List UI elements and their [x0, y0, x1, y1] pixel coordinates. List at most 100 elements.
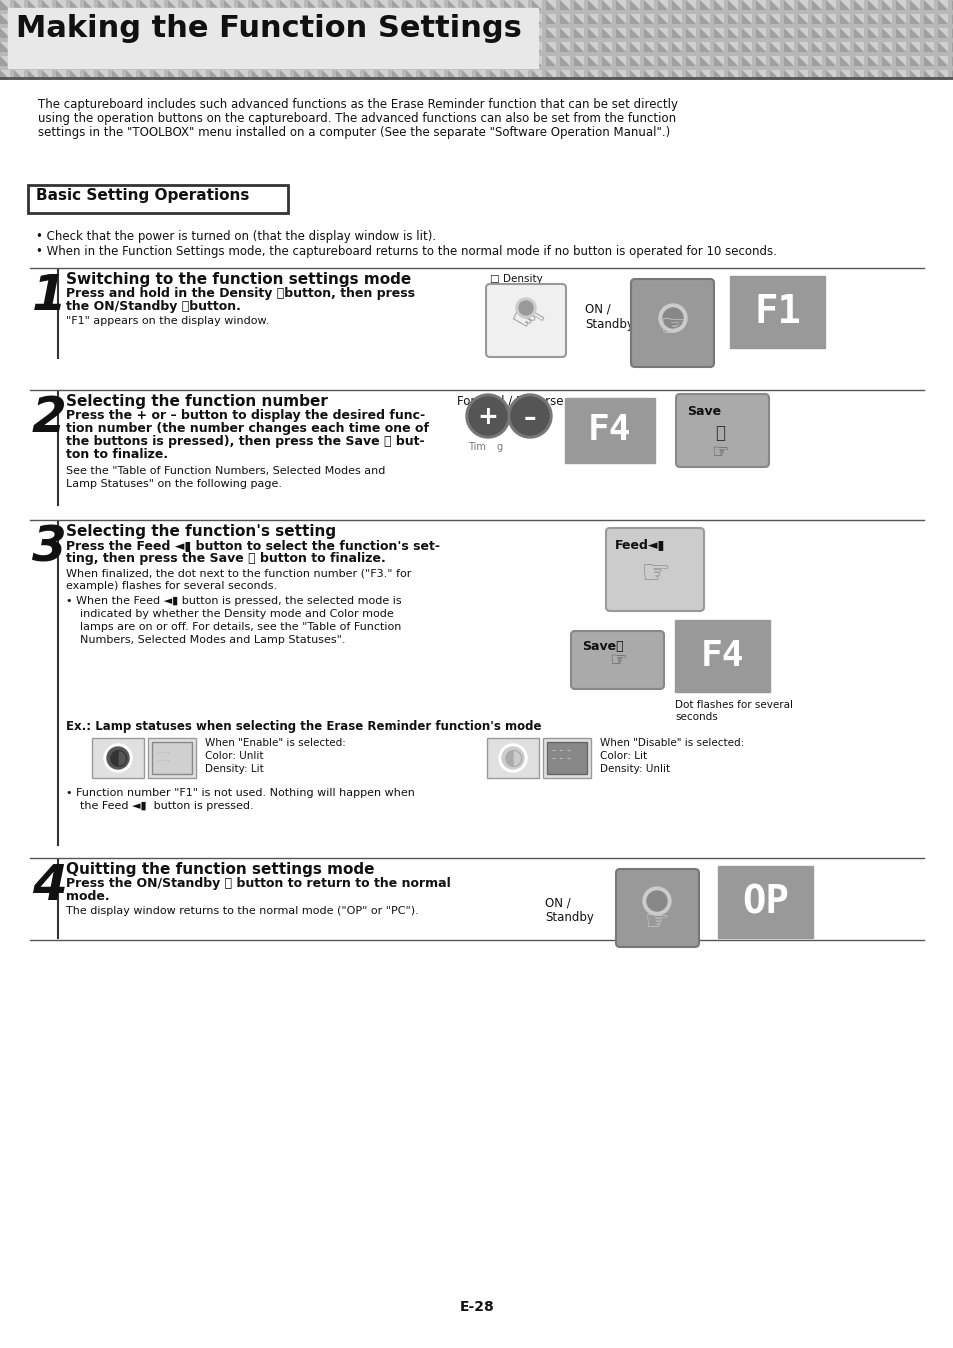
Polygon shape [406, 57, 416, 66]
Polygon shape [727, 70, 738, 80]
Polygon shape [252, 57, 262, 66]
Polygon shape [28, 57, 38, 66]
Bar [91, 737, 144, 778]
Polygon shape [700, 28, 709, 38]
Polygon shape [629, 42, 639, 53]
Polygon shape [517, 57, 527, 66]
Polygon shape [503, 28, 514, 38]
Polygon shape [840, 57, 849, 66]
Polygon shape [517, 28, 527, 38]
Polygon shape [42, 70, 52, 80]
Polygon shape [364, 57, 374, 66]
Polygon shape [14, 42, 24, 53]
Polygon shape [923, 13, 933, 24]
Text: ....: .... [157, 745, 172, 755]
Polygon shape [713, 13, 723, 24]
Polygon shape [840, 42, 849, 53]
Polygon shape [350, 13, 359, 24]
Polygon shape [658, 0, 667, 9]
Polygon shape [825, 42, 835, 53]
Polygon shape [56, 0, 66, 9]
Polygon shape [503, 57, 514, 66]
Polygon shape [700, 57, 709, 66]
Text: - - -: - - - [552, 745, 571, 755]
Circle shape [465, 394, 510, 438]
Polygon shape [140, 70, 150, 80]
Polygon shape [490, 57, 499, 66]
Polygon shape [755, 70, 765, 80]
Polygon shape [755, 0, 765, 9]
Polygon shape [195, 13, 206, 24]
Polygon shape [168, 28, 178, 38]
Polygon shape [629, 57, 639, 66]
Polygon shape [503, 28, 514, 38]
Polygon shape [559, 28, 569, 38]
Polygon shape [629, 70, 639, 80]
Polygon shape [434, 28, 443, 38]
Polygon shape [490, 28, 499, 38]
Polygon shape [853, 13, 863, 24]
Polygon shape [266, 28, 275, 38]
Polygon shape [392, 13, 401, 24]
Bar [8, 8, 537, 67]
Polygon shape [0, 42, 10, 53]
Polygon shape [490, 70, 499, 80]
Polygon shape [867, 28, 877, 38]
Polygon shape [461, 28, 472, 38]
Polygon shape [350, 28, 359, 38]
Polygon shape [783, 57, 793, 66]
Polygon shape [574, 57, 583, 66]
Polygon shape [825, 28, 835, 38]
Polygon shape [153, 57, 164, 66]
Polygon shape [56, 42, 66, 53]
Polygon shape [168, 70, 178, 80]
Polygon shape [587, 0, 598, 9]
Polygon shape [867, 57, 877, 66]
Polygon shape [532, 70, 541, 80]
Polygon shape [392, 70, 401, 80]
Polygon shape [643, 70, 654, 80]
Polygon shape [56, 0, 66, 9]
Polygon shape [741, 0, 751, 9]
Polygon shape [601, 57, 612, 66]
Polygon shape [587, 28, 598, 38]
Polygon shape [126, 28, 136, 38]
Polygon shape [461, 70, 472, 80]
Polygon shape [882, 57, 891, 66]
Polygon shape [797, 28, 807, 38]
Polygon shape [419, 13, 430, 24]
Polygon shape [853, 42, 863, 53]
Polygon shape [532, 0, 541, 9]
Polygon shape [195, 28, 206, 38]
Polygon shape [476, 0, 485, 9]
Polygon shape [153, 0, 164, 9]
Polygon shape [658, 70, 667, 80]
Polygon shape [741, 13, 751, 24]
Polygon shape [741, 57, 751, 66]
Text: The captureboard includes such advanced functions as the Erase Reminder function: The captureboard includes such advanced … [38, 98, 678, 111]
Polygon shape [28, 28, 38, 38]
Circle shape [646, 891, 666, 911]
Polygon shape [461, 42, 472, 53]
Polygon shape [937, 42, 947, 53]
Polygon shape [377, 57, 388, 66]
Polygon shape [322, 13, 332, 24]
Polygon shape [853, 70, 863, 80]
Polygon shape [84, 28, 94, 38]
Polygon shape [168, 57, 178, 66]
Polygon shape [783, 13, 793, 24]
Polygon shape [153, 28, 164, 38]
Polygon shape [616, 13, 625, 24]
Polygon shape [168, 42, 178, 53]
Polygon shape [434, 42, 443, 53]
Polygon shape [406, 57, 416, 66]
Polygon shape [700, 70, 709, 80]
Polygon shape [601, 28, 612, 38]
Polygon shape [140, 0, 150, 9]
Bar [486, 737, 538, 778]
Polygon shape [70, 13, 80, 24]
Polygon shape [811, 70, 821, 80]
Polygon shape [825, 0, 835, 9]
Polygon shape [503, 42, 514, 53]
Polygon shape [853, 0, 863, 9]
